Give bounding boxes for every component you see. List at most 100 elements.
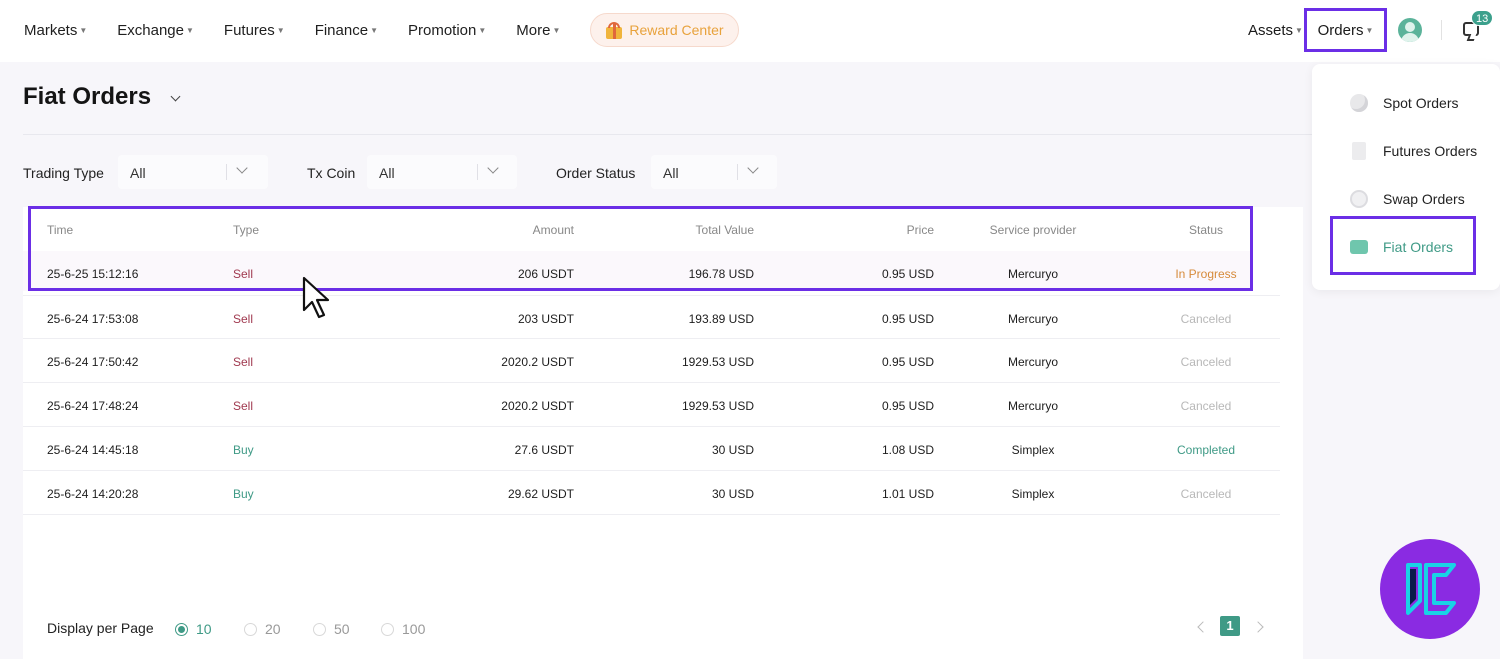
table-row[interactable]: 25-6-24 14:45:18 Buy 27.6 USDT 30 USD 1.… xyxy=(23,427,1280,471)
cell-amount: 29.62 USDT xyxy=(507,487,574,501)
cell-status: Completed xyxy=(1176,443,1236,457)
notification-badge: 13 xyxy=(1471,10,1494,26)
trading-type-select[interactable]: All xyxy=(118,155,268,189)
header-status: Status xyxy=(1188,223,1224,237)
cell-total-value: 30 USD xyxy=(711,487,754,501)
nav-promotion[interactable]: Promotion ▼ xyxy=(408,22,486,39)
brand-logo xyxy=(1380,539,1480,639)
caret-down-icon: ▼ xyxy=(185,25,194,35)
menu-item-spot-orders[interactable]: Spot Orders xyxy=(1312,79,1500,127)
chevron-down-icon xyxy=(747,162,759,174)
cell-status: Canceled xyxy=(1180,355,1232,369)
per-page-option-100[interactable]: 100 xyxy=(381,621,425,637)
nav-more-label: More xyxy=(516,21,551,39)
nav-markets[interactable]: Markets ▼ xyxy=(24,22,87,39)
order-status-value: All xyxy=(663,165,679,181)
menu-item-label: Swap Orders xyxy=(1383,191,1465,207)
chevron-left-icon[interactable] xyxy=(1197,621,1209,633)
top-nav: Markets ▼ Exchange ▼ Futures ▼ Finance ▼ Pro… xyxy=(0,0,1500,62)
per-page-option-label: 20 xyxy=(265,621,281,637)
select-separator xyxy=(226,164,227,180)
cell-price: 0.95 USD xyxy=(881,355,934,369)
per-page-option-20[interactable]: 20 xyxy=(244,621,281,637)
title-dropdown-toggle[interactable] xyxy=(164,87,186,109)
cell-service-provider: Simplex xyxy=(1011,487,1055,501)
cell-service-provider: Mercuryo xyxy=(1007,312,1058,326)
cell-type: Sell xyxy=(233,399,254,413)
table-row[interactable]: 25-6-24 17:53:08 Sell 203 USDT 193.89 US… xyxy=(23,295,1280,339)
display-per-page-label: Display per Page xyxy=(47,620,154,636)
chevron-down-icon xyxy=(487,162,499,174)
nav-futures-label: Futures xyxy=(223,21,275,39)
nav-promotion-label: Promotion xyxy=(407,21,477,39)
reward-center-button[interactable]: Reward Center xyxy=(590,13,739,47)
cell-status: In Progress xyxy=(1175,267,1237,281)
menu-item-swap-orders[interactable]: Swap Orders xyxy=(1312,175,1500,223)
header-amount: Amount xyxy=(532,223,574,237)
header-price: Price xyxy=(906,223,934,237)
caret-down-icon: ▼ xyxy=(79,25,88,35)
caret-down-icon: ▼ xyxy=(552,25,561,35)
nav-finance[interactable]: Finance ▼ xyxy=(315,22,378,39)
row-hover-bg xyxy=(23,251,1251,291)
cell-time: 25-6-24 14:20:28 xyxy=(47,487,139,501)
cell-total-value: 196.78 USD xyxy=(688,267,754,281)
chevron-down-icon xyxy=(170,91,180,101)
orders-dropdown-menu: Spot Orders Futures Orders Swap Orders F… xyxy=(1312,64,1500,290)
header-service-provider: Service provider xyxy=(989,223,1077,237)
title-divider xyxy=(23,134,1315,135)
cell-total-value: 1929.53 USD xyxy=(681,399,754,413)
nav-assets[interactable]: Assets ▼ xyxy=(1248,22,1303,39)
cell-service-provider: Mercuryo xyxy=(1007,355,1058,369)
message-icon[interactable] xyxy=(1463,22,1479,36)
mouse-cursor-icon xyxy=(302,276,330,319)
table-row[interactable]: 25-6-24 17:50:42 Sell 2020.2 USDT 1929.5… xyxy=(23,339,1280,383)
cell-amount: 2020.2 USDT xyxy=(501,355,574,369)
nav-exchange[interactable]: Exchange ▼ xyxy=(117,22,194,39)
cell-type: Sell xyxy=(233,355,254,369)
cell-time: 25-6-24 17:50:42 xyxy=(47,355,139,369)
header-time: Time xyxy=(47,223,74,237)
cell-time: 25-6-25 15:12:16 xyxy=(47,267,139,281)
menu-item-label: Spot Orders xyxy=(1383,95,1459,111)
menu-item-label: Futures Orders xyxy=(1383,143,1478,159)
nav-futures[interactable]: Futures ▼ xyxy=(224,22,285,39)
cell-time: 25-6-24 17:48:24 xyxy=(47,399,139,413)
per-page-option-50[interactable]: 50 xyxy=(313,621,350,637)
menu-item-futures-orders[interactable]: Futures Orders xyxy=(1312,127,1500,175)
table-row[interactable]: 25-6-24 14:20:28 Buy 29.62 USDT 30 USD 1… xyxy=(23,471,1280,515)
wallet-icon xyxy=(1350,240,1368,254)
nav-orders[interactable]: Orders ▼ xyxy=(1304,8,1387,52)
radio-icon xyxy=(381,622,394,636)
nav-orders-label: Orders xyxy=(1317,21,1364,39)
cell-total-value: 30 USD xyxy=(711,443,754,457)
brand-logo-icon xyxy=(1406,563,1456,615)
cell-amount: 203 USDT xyxy=(517,312,574,326)
caret-down-icon: ▼ xyxy=(370,25,378,35)
cell-service-provider: Mercuryo xyxy=(1007,267,1058,281)
nav-more[interactable]: More ▼ xyxy=(516,22,560,39)
chevron-right-icon[interactable] xyxy=(1252,621,1264,633)
orders-table: Time Type Amount Total Value Price Servi… xyxy=(23,207,1303,659)
fiat-orders-highlight xyxy=(1330,216,1476,275)
cell-total-value: 193.89 USD xyxy=(688,312,754,326)
tx-coin-label: Tx Coin xyxy=(307,165,356,181)
tx-coin-select[interactable]: All xyxy=(367,155,517,189)
coin-icon xyxy=(1350,94,1368,112)
table-row[interactable]: 25-6-24 17:48:24 Sell 2020.2 USDT 1929.5… xyxy=(23,383,1280,427)
per-page-option-10[interactable]: 10 xyxy=(175,621,212,637)
chevron-down-icon xyxy=(236,162,248,174)
nav-finance-label: Finance xyxy=(314,21,369,39)
tx-coin-value: All xyxy=(379,165,395,181)
avatar[interactable] xyxy=(1398,18,1422,42)
cell-price: 1.01 USD xyxy=(881,487,934,501)
order-status-select[interactable]: All xyxy=(651,155,777,189)
page-title: Fiat Orders xyxy=(23,83,152,110)
table-row[interactable]: 25-6-25 15:12:16 Sell 206 USDT 196.78 US… xyxy=(23,251,1280,295)
menu-item-fiat-orders[interactable]: Fiat Orders xyxy=(1312,223,1500,271)
cell-price: 0.95 USD xyxy=(881,312,934,326)
cell-amount: 206 USDT xyxy=(517,267,574,281)
header-total-value: Total Value xyxy=(695,223,754,237)
page-number-current[interactable]: 1 xyxy=(1220,616,1240,636)
cell-service-provider: Simplex xyxy=(1011,443,1055,457)
